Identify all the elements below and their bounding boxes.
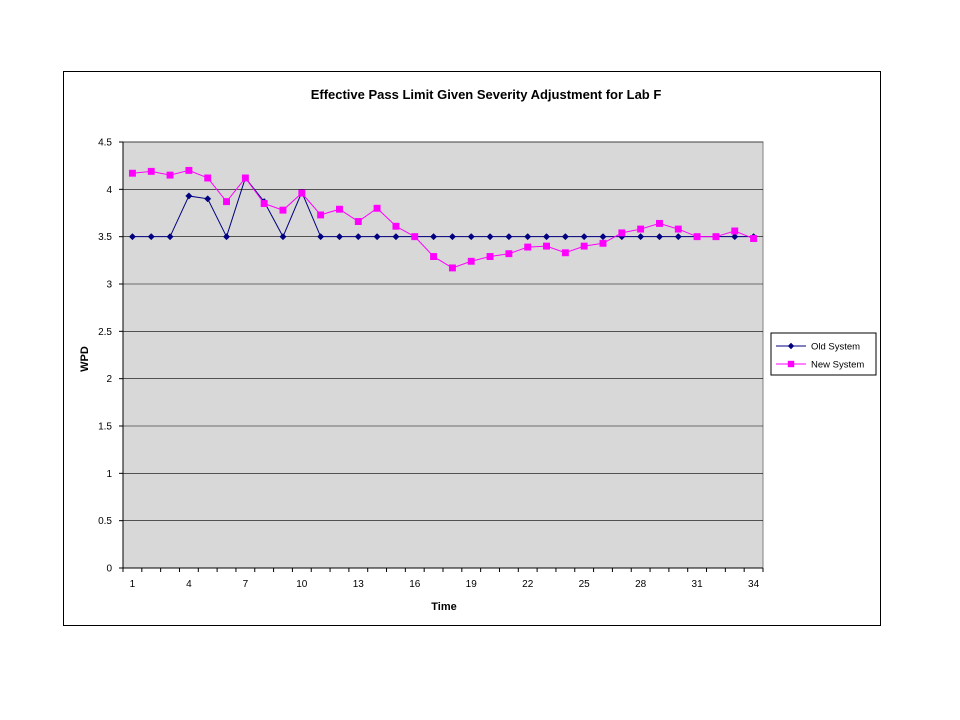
x-tick-label: 16 bbox=[409, 579, 421, 590]
x-tick-label: 4 bbox=[186, 579, 192, 590]
new-system-point bbox=[750, 235, 758, 243]
old-system-point bbox=[185, 192, 193, 200]
new-system-point bbox=[147, 167, 155, 175]
legend-box bbox=[770, 332, 877, 376]
new-system-point bbox=[317, 211, 325, 219]
series-layer bbox=[128, 166, 758, 272]
old-system-legend-label: Old System bbox=[811, 342, 860, 353]
x-axis-ticks: 1 4 7 10 13 16 19 22 25 28 31 34 bbox=[122, 568, 764, 590]
y-tick-label: 1 bbox=[106, 469, 112, 480]
new-system-point bbox=[430, 253, 438, 260]
old-system-point bbox=[166, 233, 174, 241]
old-system-point bbox=[561, 233, 569, 241]
old-system-line bbox=[132, 176, 754, 238]
old-system-point bbox=[505, 233, 513, 241]
new-system-point bbox=[599, 239, 607, 247]
x-tick-label: 31 bbox=[692, 579, 704, 590]
y-axis-ticks: 0 0.5 1 1.5 2 2.5 3 3.5 4 4.5 bbox=[98, 138, 123, 575]
new-system-point bbox=[185, 166, 193, 174]
chart-frame: Effective Pass Limit Given Severity Adju… bbox=[63, 71, 881, 626]
old-system-point bbox=[524, 233, 532, 241]
new-system-point bbox=[467, 257, 475, 265]
old-system-point bbox=[392, 233, 400, 241]
x-tick-label: 7 bbox=[243, 579, 249, 590]
chart-title: Effective Pass Limit Given Severity Adju… bbox=[311, 87, 662, 102]
new-system-point bbox=[505, 250, 513, 258]
y-tick-label: 2 bbox=[106, 374, 112, 385]
x-tick-label: 28 bbox=[635, 579, 647, 590]
old-system-point bbox=[486, 233, 494, 241]
new-system-legend-label: New System bbox=[811, 360, 864, 371]
new-system-point bbox=[674, 225, 682, 233]
y-tick-label: 0 bbox=[106, 564, 112, 575]
new-system-point bbox=[128, 169, 136, 177]
x-tick-label: 34 bbox=[748, 579, 760, 590]
y-tick-label: 3 bbox=[106, 280, 112, 291]
old-system-point bbox=[373, 233, 381, 241]
new-system-point bbox=[712, 233, 720, 241]
new-system-point bbox=[204, 174, 212, 182]
y-axis-title: WPD bbox=[79, 346, 91, 372]
new-system-point bbox=[656, 219, 663, 227]
new-system-point bbox=[392, 222, 400, 230]
old-system-point bbox=[430, 233, 438, 241]
new-system-point bbox=[279, 206, 287, 214]
x-tick-label: 1 bbox=[130, 579, 136, 590]
legend: Old System New System bbox=[770, 332, 877, 376]
old-system-point bbox=[580, 233, 588, 241]
y-tick-label: 1.5 bbox=[98, 422, 112, 433]
new-system-point bbox=[524, 243, 532, 251]
y-tick-label: 4 bbox=[106, 185, 112, 196]
new-system-point bbox=[448, 264, 456, 272]
x-tick-label: 25 bbox=[579, 579, 591, 590]
x-tick-label: 13 bbox=[353, 579, 365, 590]
new-system-point bbox=[637, 225, 645, 233]
new-system-point bbox=[354, 218, 362, 225]
plot-area bbox=[122, 141, 764, 569]
new-system-point bbox=[693, 233, 701, 241]
old-system-point bbox=[467, 233, 475, 241]
new-system-point bbox=[260, 200, 268, 207]
new-system-point bbox=[166, 171, 174, 179]
x-axis-title: Time bbox=[431, 601, 456, 613]
new-system-point bbox=[561, 249, 569, 257]
new-system-point bbox=[486, 253, 494, 260]
new-system-point bbox=[298, 189, 306, 197]
old-system-point bbox=[637, 233, 645, 241]
new-system-point bbox=[223, 198, 230, 206]
old-system-point bbox=[204, 195, 212, 203]
new-system-legend-marker bbox=[787, 360, 795, 368]
old-system-point bbox=[335, 233, 344, 241]
x-tick-label: 22 bbox=[522, 579, 534, 590]
new-system-point bbox=[618, 229, 626, 237]
old-system-point bbox=[542, 233, 551, 241]
legend-items: Old System New System bbox=[776, 342, 864, 371]
old-system-point bbox=[448, 233, 456, 241]
new-system-point bbox=[731, 227, 739, 235]
old-system-point bbox=[317, 233, 325, 241]
y-tick-label: 2.5 bbox=[98, 327, 112, 338]
line-chart: Effective Pass Limit Given Severity Adju… bbox=[79, 87, 877, 613]
new-system-line bbox=[132, 169, 754, 269]
old-system-point bbox=[674, 233, 682, 241]
old-system-point bbox=[731, 233, 739, 241]
y-tick-label: 4.5 bbox=[98, 138, 112, 149]
old-system-point bbox=[147, 233, 155, 241]
y-tick-label: 3.5 bbox=[98, 232, 112, 243]
new-system-point bbox=[336, 205, 343, 213]
old-system-point bbox=[279, 233, 287, 241]
x-tick-label: 10 bbox=[296, 579, 308, 590]
new-system-point bbox=[373, 204, 381, 212]
old-system-point bbox=[354, 233, 362, 241]
old-system-legend-marker bbox=[787, 342, 795, 350]
y-tick-label: 0.5 bbox=[98, 516, 112, 527]
old-system-point bbox=[128, 233, 136, 241]
x-tick-label: 19 bbox=[466, 579, 478, 590]
new-system-point bbox=[411, 233, 419, 241]
new-system-point bbox=[543, 242, 550, 250]
new-system-point bbox=[241, 174, 249, 182]
new-system-point bbox=[580, 242, 588, 250]
old-system-point bbox=[222, 233, 231, 241]
old-system-point bbox=[655, 233, 664, 241]
